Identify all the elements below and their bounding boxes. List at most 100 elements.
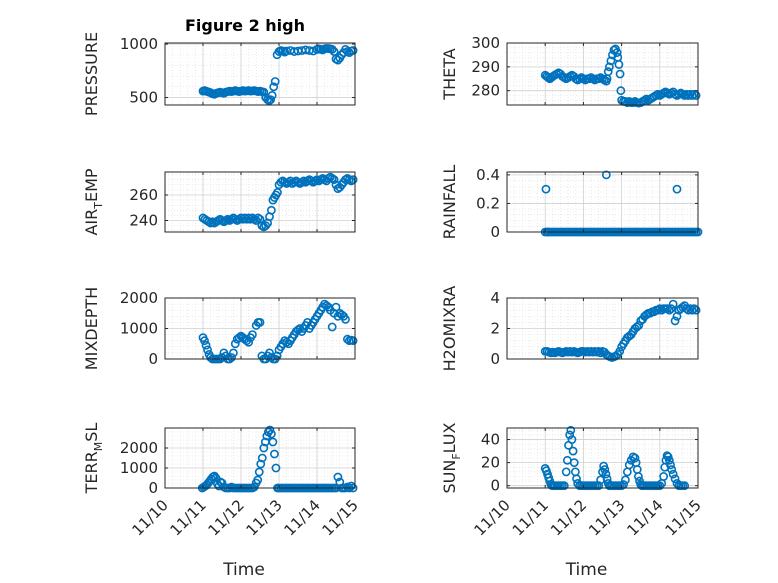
data-point xyxy=(601,469,611,479)
data-markers xyxy=(198,299,358,364)
axes-background xyxy=(165,428,355,488)
axes-frame xyxy=(164,42,356,106)
x-tick-label: 11/10 xyxy=(471,496,514,539)
y-tick-label: 4 xyxy=(490,289,500,307)
data-point xyxy=(664,455,674,465)
panel-mixdepth: 0 1000 2000 MIXDEPTH xyxy=(82,287,358,370)
data-point xyxy=(327,45,337,54)
data-point xyxy=(670,474,680,484)
data-point xyxy=(670,316,680,326)
panel-air-temp: 240 260 AIRTEMP xyxy=(82,168,358,236)
panel-pressure: 500 1000 PRESSURE Figure 2 high xyxy=(82,16,358,116)
y-tick-label: 260 xyxy=(129,186,158,204)
axes-frame xyxy=(164,171,356,233)
data-point xyxy=(244,337,253,347)
x-tick-label: 11/15 xyxy=(319,496,362,539)
data-point xyxy=(270,449,279,459)
y-axis-label: H2OMIXRA xyxy=(440,286,459,372)
x-tick-label: 11/15 xyxy=(662,496,705,539)
data-point xyxy=(691,305,701,315)
data-point xyxy=(621,475,630,485)
data-point xyxy=(691,91,701,100)
data-point xyxy=(567,435,577,444)
data-point xyxy=(668,299,678,309)
y-axis-label: PRESSURE xyxy=(82,32,101,116)
data-point xyxy=(666,460,675,470)
axes-frame xyxy=(506,427,699,489)
data-point xyxy=(594,481,604,491)
y-axis-label: SUNFLUX xyxy=(440,422,463,493)
y-tick-label: 20 xyxy=(481,454,500,472)
data-point xyxy=(594,346,604,356)
data-point xyxy=(266,429,276,439)
x-tick-label: 11/14 xyxy=(281,496,324,539)
data-point xyxy=(341,314,350,324)
data-point xyxy=(687,305,697,315)
panel-h2omixra: 0 2 4 H2OMIXRA xyxy=(440,286,701,372)
data-point xyxy=(541,184,551,194)
data-point xyxy=(327,322,337,332)
y-tick-label: 0 xyxy=(490,350,500,368)
data-point xyxy=(271,463,281,473)
panel-rainfall: 0 0.2 0.4 RAINFALL xyxy=(440,165,703,241)
data-point xyxy=(632,322,642,332)
figure-title: Figure 2 high xyxy=(185,16,305,35)
data-point xyxy=(228,348,238,358)
data-point xyxy=(662,451,672,461)
x-tick-label: 11/10 xyxy=(129,496,172,539)
data-point xyxy=(247,330,257,339)
data-point xyxy=(259,443,269,453)
y-axis-label: THETA xyxy=(440,48,459,100)
data-point xyxy=(201,340,211,350)
data-point xyxy=(603,67,613,77)
y-tick-label: 1000 xyxy=(120,320,158,338)
y-tick-label: 280 xyxy=(471,82,500,100)
data-point xyxy=(265,425,275,435)
data-point xyxy=(615,69,625,79)
data-point xyxy=(616,86,626,96)
data-point xyxy=(203,345,212,355)
y-tick-label: 40 xyxy=(481,431,500,449)
data-point xyxy=(266,205,276,215)
y-axis-label: TERRMSL xyxy=(82,423,105,495)
x-tick-label: 11/12 xyxy=(547,496,590,539)
y-tick-label: 500 xyxy=(129,89,158,107)
x-tick-label: 11/13 xyxy=(585,496,628,539)
y-tick-label: 1000 xyxy=(120,35,158,53)
data-point xyxy=(606,56,616,66)
axes-frame xyxy=(164,427,356,489)
data-point xyxy=(572,474,581,484)
y-tick-label: 300 xyxy=(471,34,500,52)
x-tick-label: 11/14 xyxy=(623,496,666,539)
y-tick-label: 0.4 xyxy=(476,166,500,184)
data-point xyxy=(601,170,611,180)
data-point xyxy=(615,346,625,356)
y-tick-label: 2000 xyxy=(120,289,158,307)
data-point xyxy=(672,184,682,194)
y-axis-label: MIXDEPTH xyxy=(82,287,101,370)
data-point xyxy=(634,321,644,330)
data-point xyxy=(569,458,579,468)
data-point xyxy=(230,339,240,349)
x-tick-label: 11/11 xyxy=(509,496,552,539)
data-point xyxy=(257,453,267,463)
y-tick-label: 2 xyxy=(490,320,500,338)
y-tick-label: 1000 xyxy=(120,459,158,477)
y-tick-label: 290 xyxy=(471,58,500,76)
axes-frame xyxy=(506,171,699,233)
data-point xyxy=(329,175,339,185)
data-point xyxy=(227,353,236,362)
data-point xyxy=(253,475,263,485)
data-point xyxy=(333,472,343,482)
x-tick-label: 11/12 xyxy=(205,496,248,539)
data-point xyxy=(655,481,665,491)
data-point xyxy=(634,472,643,481)
panel-theta: 280 290 300 THETA xyxy=(440,34,701,108)
data-point xyxy=(668,469,678,479)
data-point xyxy=(664,305,674,315)
axes-background xyxy=(507,172,698,232)
data-point xyxy=(568,446,578,456)
data-point xyxy=(596,348,605,358)
